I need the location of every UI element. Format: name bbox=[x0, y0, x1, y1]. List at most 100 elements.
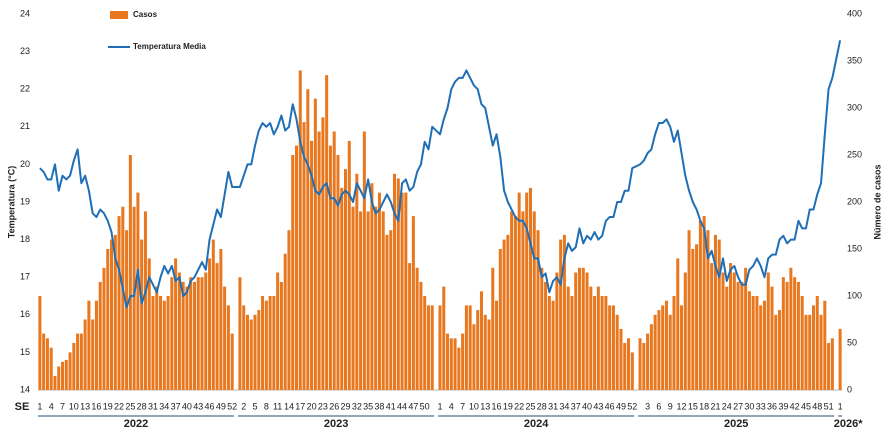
bar bbox=[60, 361, 65, 390]
bar bbox=[106, 249, 110, 390]
bar bbox=[147, 258, 151, 390]
bar bbox=[321, 117, 325, 391]
bar bbox=[87, 300, 91, 390]
bar bbox=[287, 230, 291, 390]
bar bbox=[604, 296, 608, 390]
x-tick-label: 2 bbox=[241, 401, 246, 411]
bar bbox=[64, 359, 68, 390]
bar bbox=[766, 272, 770, 390]
y2-tick-label: 250 bbox=[847, 149, 862, 159]
bar bbox=[710, 263, 714, 390]
bar bbox=[192, 281, 196, 390]
bar bbox=[366, 211, 370, 390]
bar bbox=[98, 281, 102, 390]
x-tick-label: 18 bbox=[699, 401, 709, 411]
bar bbox=[808, 314, 812, 390]
x-tick-label: 32 bbox=[352, 401, 362, 411]
bar bbox=[223, 286, 227, 390]
x-tick-label: 1 bbox=[437, 401, 442, 411]
bar bbox=[423, 296, 427, 390]
x-tick-label: 8 bbox=[264, 401, 269, 411]
bar bbox=[830, 338, 834, 390]
x-tick-label: 12 bbox=[677, 401, 687, 411]
x-tick-label: 49 bbox=[616, 401, 626, 411]
bar bbox=[502, 239, 506, 390]
bar bbox=[377, 192, 381, 390]
y2-tick-label: 400 bbox=[847, 8, 862, 18]
bar bbox=[155, 286, 159, 390]
bar bbox=[261, 296, 265, 390]
x-tick-label: 46 bbox=[605, 401, 615, 411]
x-tick-label: 6 bbox=[656, 401, 661, 411]
bar bbox=[94, 300, 98, 390]
bar bbox=[536, 230, 540, 390]
bar bbox=[778, 310, 782, 390]
bar bbox=[159, 296, 163, 390]
bar bbox=[121, 206, 125, 390]
x-tick-label: 4 bbox=[449, 401, 454, 411]
bar bbox=[166, 296, 170, 390]
bar bbox=[476, 310, 480, 390]
bar bbox=[544, 281, 548, 390]
bar bbox=[426, 305, 430, 390]
x-tick-label: 37 bbox=[171, 401, 181, 411]
y2-axis-label: Número de casos bbox=[872, 164, 882, 239]
bar bbox=[151, 296, 155, 390]
bar bbox=[698, 220, 702, 390]
bar bbox=[581, 267, 585, 390]
x-tick-label: 40 bbox=[182, 401, 192, 411]
bar bbox=[464, 305, 468, 390]
bar bbox=[355, 173, 359, 390]
bar bbox=[272, 296, 276, 390]
bar bbox=[408, 263, 412, 390]
bar bbox=[695, 244, 699, 390]
bar bbox=[113, 234, 117, 390]
y2-tick-label: 350 bbox=[847, 55, 862, 65]
y-tick-label: 17 bbox=[20, 272, 30, 282]
bar bbox=[189, 277, 193, 390]
bar bbox=[76, 333, 80, 390]
year-label: 2026* bbox=[834, 418, 863, 428]
x-tick-label: 22 bbox=[114, 401, 124, 411]
bar bbox=[623, 343, 627, 390]
bar bbox=[461, 333, 465, 390]
x-tick-label: 25 bbox=[525, 401, 535, 411]
x-tick-label: 40 bbox=[582, 401, 592, 411]
x-tick-label: 33 bbox=[756, 401, 766, 411]
bar bbox=[574, 272, 578, 390]
bar bbox=[298, 70, 302, 391]
bar bbox=[79, 333, 83, 390]
bar bbox=[672, 296, 676, 390]
bar bbox=[785, 281, 789, 390]
y-tick-label: 19 bbox=[20, 196, 30, 206]
y-tick-label: 22 bbox=[20, 84, 30, 94]
bar bbox=[340, 187, 344, 390]
bar bbox=[400, 192, 404, 390]
bar bbox=[170, 277, 174, 390]
x-tick-label: 52 bbox=[627, 401, 637, 411]
bar bbox=[585, 272, 589, 390]
bar bbox=[325, 75, 329, 390]
x-tick-label: 30 bbox=[744, 401, 754, 411]
bar bbox=[744, 267, 748, 390]
x-tick-label: 34 bbox=[559, 401, 569, 411]
x-tick-label: 31 bbox=[548, 401, 558, 411]
y2-tick-label: 300 bbox=[847, 102, 862, 112]
bar bbox=[593, 296, 597, 390]
bar bbox=[128, 155, 132, 390]
bar bbox=[495, 300, 499, 390]
y-tick-label: 23 bbox=[20, 46, 30, 56]
bar bbox=[491, 267, 495, 390]
x-tick-label: 44 bbox=[397, 401, 407, 411]
x-tick-label: 25 bbox=[125, 401, 135, 411]
y2-tick-label: 0 bbox=[847, 384, 852, 394]
x-tick-label: 29 bbox=[341, 401, 351, 411]
bar bbox=[736, 281, 740, 390]
x-tick-label: 22 bbox=[514, 401, 524, 411]
bar bbox=[344, 169, 348, 390]
x-tick-label: 27 bbox=[733, 401, 743, 411]
bar bbox=[570, 296, 574, 390]
x-tick-label: 43 bbox=[193, 401, 203, 411]
bar bbox=[276, 272, 280, 390]
